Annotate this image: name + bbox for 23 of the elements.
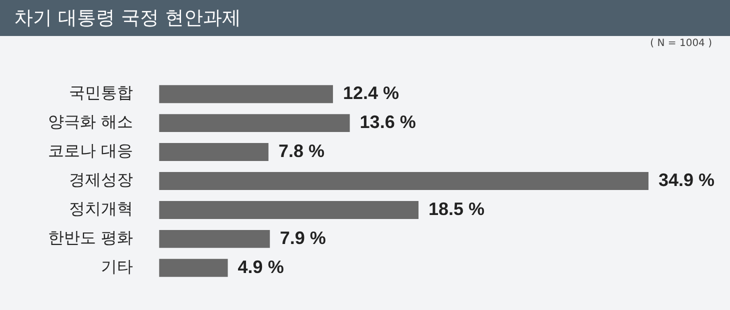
text: ( N = 1004 ) xyxy=(650,38,712,49)
y-tick-label: 코로나 대응 xyxy=(48,141,134,160)
chart-title: 차기 대통령 국정 현안과제 xyxy=(0,0,730,36)
bar xyxy=(159,114,350,132)
data-label: 7.8 % xyxy=(278,140,324,161)
y-tick-label: 기타 xyxy=(101,257,134,276)
data-label: 13.6 % xyxy=(360,112,416,132)
data-label: 18.5 % xyxy=(428,198,485,219)
y-tick-label: 정치개혁 xyxy=(69,199,134,218)
bar xyxy=(159,172,648,190)
y-tick-label: 양극화 해소 xyxy=(48,112,134,132)
bar xyxy=(159,200,419,219)
bar xyxy=(159,85,333,104)
data-label: 34.9 % xyxy=(658,170,715,190)
y-tick-label: 경제성장 xyxy=(69,170,134,190)
y-tick-label: 국민통합 xyxy=(69,83,134,102)
bar xyxy=(159,258,228,277)
bar xyxy=(159,230,270,248)
data-label: 4.9 % xyxy=(238,256,284,277)
data-label: 7.9 % xyxy=(280,228,326,248)
y-tick-label: 한반도 평화 xyxy=(48,228,134,248)
data-label: 12.4 % xyxy=(342,83,400,104)
bar xyxy=(159,143,268,162)
